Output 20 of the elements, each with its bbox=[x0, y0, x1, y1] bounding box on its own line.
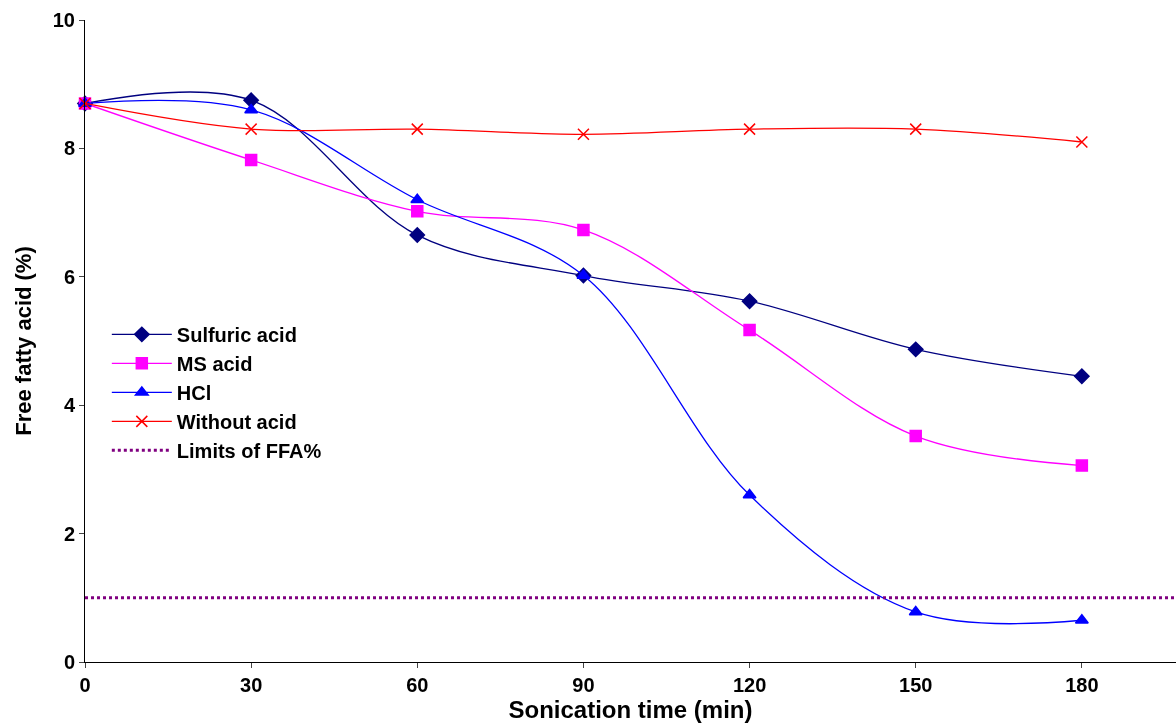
y-tick-label: 4 bbox=[63, 394, 76, 417]
x-tick-label: 60 bbox=[406, 674, 429, 696]
legend-label: Limits of FFA% bbox=[176, 440, 322, 463]
legend-label: HCl bbox=[176, 382, 212, 405]
y-tick-label: 8 bbox=[63, 137, 75, 160]
legend-label: MS acid bbox=[176, 353, 253, 376]
legend-label: Without acid bbox=[176, 411, 297, 434]
y-tick-label: 0 bbox=[63, 651, 75, 673]
y-tick-label: 6 bbox=[63, 265, 75, 288]
legend-label: Sulfuric acid bbox=[176, 324, 297, 347]
x-tick-label: 0 bbox=[79, 674, 91, 696]
x-tick-label: 30 bbox=[240, 674, 263, 696]
x-tick-label: 90 bbox=[572, 674, 595, 696]
y-axis-title: Free fatty acid (%) bbox=[10, 246, 36, 436]
y-tick-label: 10 bbox=[52, 9, 75, 31]
x-axis-title: Sonication time (min) bbox=[508, 696, 753, 724]
x-tick-label: 150 bbox=[899, 674, 933, 696]
y-tick-label: 2 bbox=[63, 522, 75, 545]
x-tick-label: 180 bbox=[1065, 674, 1099, 696]
x-tick-label: 120 bbox=[732, 674, 767, 696]
